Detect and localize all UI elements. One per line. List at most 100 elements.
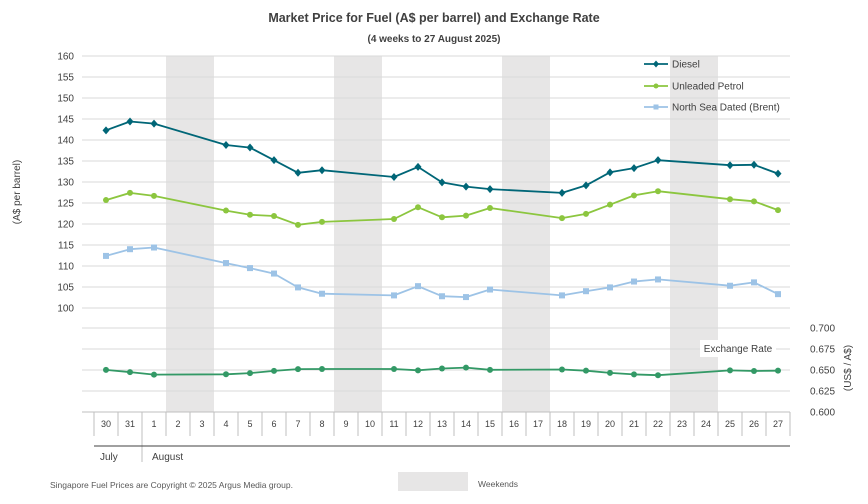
series-unleaded-petrol xyxy=(103,188,781,228)
data-point-exchange-rate xyxy=(319,365,325,372)
x-tick-label: 23 xyxy=(677,419,687,429)
exchange-rate-label: Exchange Rate xyxy=(704,344,773,355)
y2-tick-label: 0.650 xyxy=(810,366,835,377)
data-point-north-sea-dated-brent xyxy=(463,294,469,301)
data-point-unleaded-petrol xyxy=(151,192,157,199)
data-point-north-sea-dated-brent xyxy=(127,246,133,253)
y-tick-label: 115 xyxy=(58,241,74,252)
data-point-unleaded-petrol xyxy=(103,197,109,204)
y-tick-label: 105 xyxy=(57,283,74,294)
data-point-north-sea-dated-brent xyxy=(223,260,229,267)
data-point-diesel xyxy=(126,117,134,126)
x-tick-label: 10 xyxy=(365,419,375,429)
data-point-diesel xyxy=(726,161,734,170)
data-point-north-sea-dated-brent xyxy=(271,270,277,277)
data-point-exchange-rate xyxy=(103,366,109,373)
data-point-north-sea-dated-brent xyxy=(775,291,781,298)
data-point-exchange-rate xyxy=(487,366,493,373)
chart-title: Market Price for Fuel (A$ per barrel) an… xyxy=(268,11,599,25)
y-tick-label: 140 xyxy=(57,136,74,147)
data-point-exchange-rate xyxy=(583,367,589,374)
data-point-exchange-rate xyxy=(127,369,133,376)
data-point-exchange-rate xyxy=(415,367,421,374)
data-point-diesel xyxy=(102,126,110,135)
y-tick-label: 125 xyxy=(57,199,74,210)
data-point-diesel xyxy=(486,185,494,194)
data-point-unleaded-petrol xyxy=(751,198,757,205)
footer: Singapore Fuel Prices are Copyright © 20… xyxy=(50,472,518,491)
gridlines xyxy=(82,55,790,413)
y2-tick-label: 0.625 xyxy=(810,387,835,398)
y2-axis-label: (US$ / A$) xyxy=(843,345,854,391)
data-point-diesel xyxy=(606,168,614,177)
exchange-label-box xyxy=(700,340,776,357)
data-point-unleaded-petrol xyxy=(391,215,397,222)
x-tick-label: 9 xyxy=(343,419,348,429)
data-point-exchange-rate xyxy=(223,371,229,378)
legend-label-diesel: Diesel xyxy=(672,60,700,71)
x-tick-label: 19 xyxy=(581,419,591,429)
data-point-diesel xyxy=(582,181,590,190)
y-tick-label: 110 xyxy=(58,262,74,273)
x-tick-label: 5 xyxy=(247,419,252,429)
data-point-exchange-rate xyxy=(775,367,781,374)
y-axis-label: (A$ per barrel) xyxy=(12,160,23,224)
data-point-unleaded-petrol xyxy=(559,215,565,222)
y-tick-label: 120 xyxy=(57,220,74,231)
data-point-unleaded-petrol xyxy=(439,214,445,221)
x-tick-label: 21 xyxy=(629,419,639,429)
x-tick-label: 15 xyxy=(485,419,495,429)
data-point-north-sea-dated-brent xyxy=(607,284,613,291)
y-tick-label: 100 xyxy=(57,304,74,315)
data-point-exchange-rate xyxy=(751,368,757,375)
data-point-exchange-rate xyxy=(391,365,397,372)
data-point-diesel xyxy=(270,156,278,165)
x-tick-label: 31 xyxy=(125,419,135,429)
data-point-unleaded-petrol xyxy=(415,204,421,211)
data-point-north-sea-dated-brent xyxy=(415,283,421,290)
data-point-north-sea-dated-brent xyxy=(439,293,445,300)
data-point-unleaded-petrol xyxy=(295,221,301,228)
legend-label-north-sea-dated-brent: North Sea Dated (Brent) xyxy=(672,103,780,114)
data-point-exchange-rate xyxy=(607,369,613,376)
data-point-north-sea-dated-brent xyxy=(751,279,757,286)
data-point-exchange-rate xyxy=(247,370,253,377)
x-tick-label: 7 xyxy=(295,419,300,429)
legend-marker-diesel xyxy=(653,60,659,68)
data-point-north-sea-dated-brent xyxy=(631,278,637,285)
weekend-band xyxy=(166,56,214,412)
x-tick-label: 24 xyxy=(701,419,711,429)
data-point-north-sea-dated-brent xyxy=(559,292,565,299)
data-point-unleaded-petrol xyxy=(271,213,277,220)
data-point-diesel xyxy=(246,143,254,152)
y2-tick-label: 0.675 xyxy=(810,345,835,356)
x-tick-label: 30 xyxy=(101,419,111,429)
month-label-july: July xyxy=(100,452,118,463)
series-north-sea-dated-brent xyxy=(103,244,781,301)
data-point-diesel xyxy=(750,160,758,169)
chart-subtitle: (4 weeks to 27 August 2025) xyxy=(367,34,500,45)
data-point-exchange-rate xyxy=(271,367,277,374)
x-tick-label: 1 xyxy=(151,419,156,429)
month-label-august: August xyxy=(152,452,183,463)
y-tick-label: 160 xyxy=(57,52,74,63)
x-tick-label: 6 xyxy=(271,419,276,429)
data-point-diesel xyxy=(150,119,158,128)
data-point-unleaded-petrol xyxy=(583,210,589,217)
x-tick-label: 27 xyxy=(773,419,783,429)
x-tick-label: 12 xyxy=(413,419,423,429)
data-point-diesel xyxy=(414,162,422,171)
data-point-diesel xyxy=(390,172,398,181)
data-point-diesel xyxy=(438,178,446,187)
weekend-legend-swatch xyxy=(398,472,468,491)
axes: 1601551501451401351301251201151101051000… xyxy=(57,52,835,464)
y-tick-label: 155 xyxy=(57,73,74,84)
y-tick-label: 135 xyxy=(57,157,74,168)
data-point-north-sea-dated-brent xyxy=(103,252,109,259)
data-point-unleaded-petrol xyxy=(247,211,253,218)
x-tick-label: 3 xyxy=(199,419,204,429)
series-exchange-rate xyxy=(103,364,781,379)
data-point-exchange-rate xyxy=(295,366,301,373)
data-point-unleaded-petrol xyxy=(727,196,733,203)
